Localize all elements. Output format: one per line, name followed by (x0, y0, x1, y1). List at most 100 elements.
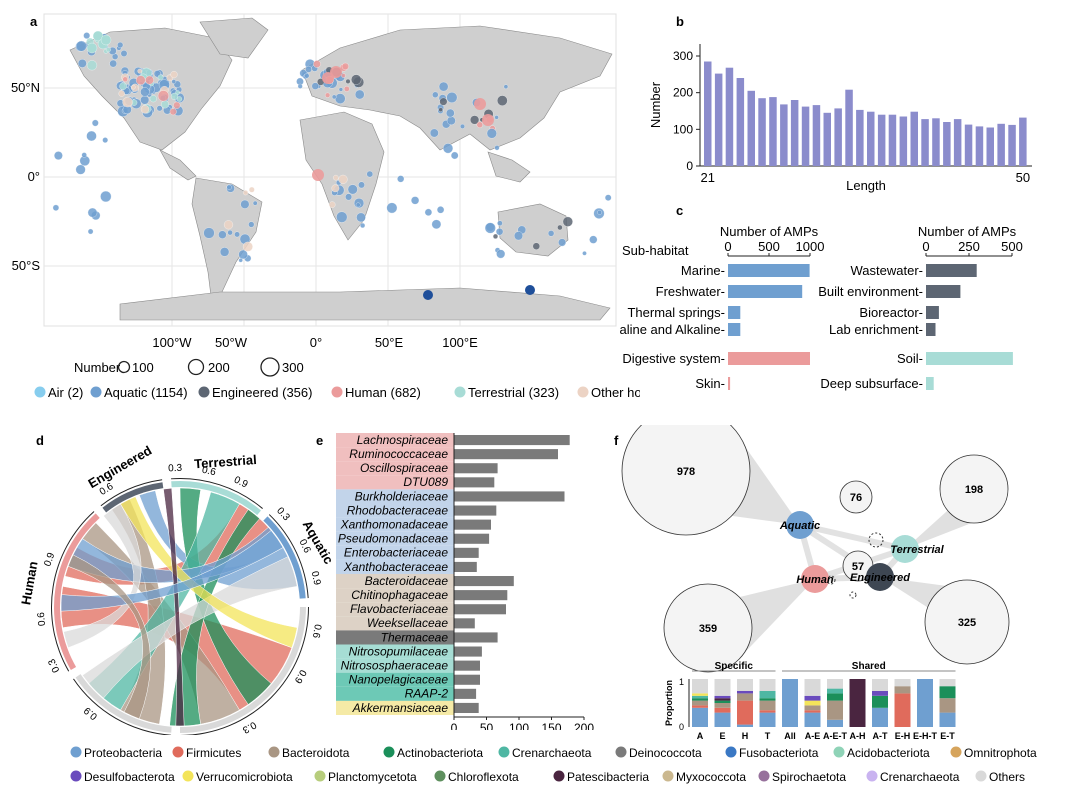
family-label: Nanopelagicaceae (349, 673, 449, 687)
stack-category-label: E-H (895, 731, 911, 741)
stack-segment-desulfobacterota (872, 691, 888, 696)
stack-segment-firmicutes (737, 700, 753, 725)
stack-category-label: All (784, 731, 796, 741)
family-group-band (336, 433, 454, 448)
sample-point (297, 83, 303, 89)
shared-count-label: 57 (852, 561, 864, 573)
phylum-legend-label: Patescibacteria (567, 770, 649, 784)
length-axes: 0 100 200 300 21 50 Length Number (648, 44, 1032, 193)
sample-point (83, 32, 91, 39)
stack-segment-others (872, 679, 888, 691)
phylum-legend-swatch (314, 770, 326, 782)
habitat-legend-swatch (90, 386, 102, 398)
venn-count-label: 359 (699, 623, 717, 635)
phylum-legend-label: Omnitrophota (964, 746, 1037, 760)
habitat-legend-label: Engineered (356) (212, 385, 312, 400)
stack-segment-others (894, 679, 911, 687)
stack-segment-desulfobacterota (737, 691, 753, 694)
sub-habitat-bar (926, 352, 1013, 365)
sample-point (497, 95, 508, 106)
size-legend: Number 100 200 300 (74, 357, 304, 377)
sub-habitat-label: Wastewater- (851, 263, 923, 278)
length-bar (877, 114, 886, 166)
family-bar (454, 449, 558, 460)
family-bar (454, 505, 497, 516)
family-group-band (336, 658, 454, 673)
stack-category-label: E-H-T (913, 731, 937, 741)
phylum-legend-label: Proteobacteria (84, 746, 162, 760)
chord-tick-label: 0.6 (310, 623, 323, 639)
stack-segment-desulfobacterota (804, 695, 821, 701)
sample-point (242, 241, 253, 252)
habitat-legend-label: Human (682) (345, 385, 421, 400)
stack-segment-patescibacteria (714, 698, 731, 701)
phylum-legend-swatch (833, 746, 845, 758)
sub-habitat-label: Marine- (681, 263, 725, 278)
stack-segment-patescibacteria (849, 679, 866, 727)
stack-category-label: A (697, 731, 704, 741)
shared-count-circle (839, 480, 873, 514)
sample-point (157, 90, 169, 102)
family-group-band (336, 630, 454, 645)
stack-segment-proteobacteria (714, 712, 731, 727)
y-tick-label: 0 (686, 159, 693, 173)
sample-point (446, 108, 455, 118)
venn-count-label: 978 (677, 466, 695, 478)
sample-point (131, 84, 136, 90)
sample-point (496, 249, 506, 259)
sample-point (429, 128, 439, 138)
sample-point (313, 60, 321, 68)
family-bar (454, 576, 514, 587)
sample-point (356, 212, 366, 223)
family-group-band (336, 545, 454, 560)
sample-point (338, 87, 344, 92)
family-group-band (336, 602, 454, 617)
stack-segment-firmicutes (804, 710, 821, 713)
phylum-legend-swatch (553, 770, 565, 782)
venn-count-circle (924, 579, 1010, 665)
sample-point (333, 174, 339, 181)
length-bar (801, 106, 810, 166)
family-label: Rhodobacteraceae (347, 503, 449, 517)
sample-point (597, 210, 602, 215)
phylum-legend-swatch (70, 746, 82, 758)
habitat-legend-swatch (331, 386, 343, 398)
sample-point (305, 65, 312, 73)
length-bar (769, 97, 777, 166)
sample-point (446, 116, 456, 126)
chord-sector-arc (102, 482, 164, 513)
sample-point (252, 200, 258, 206)
sample-point (355, 202, 361, 208)
venn-count-circle (663, 583, 753, 673)
sample-point-human (474, 98, 486, 110)
sample-point (460, 123, 465, 129)
shared-group-label: Shared (852, 661, 886, 672)
chord-ribbon (169, 509, 260, 727)
chord-sector-arc (263, 516, 306, 599)
sample-point (140, 87, 150, 97)
habitat-node (866, 563, 894, 591)
greenland-shape (199, 17, 269, 59)
top-axis-tick-label: 500 (1001, 239, 1023, 254)
sample-point (169, 108, 177, 116)
sub-habitat-bar (728, 377, 731, 390)
habitat-legend-swatch (577, 386, 589, 398)
sample-point (171, 79, 177, 84)
family-label: Xanthobacteraceae (343, 560, 448, 574)
sub-habitat-label: Thermal springs- (627, 305, 725, 320)
sample-point (140, 95, 150, 105)
habitat-node-label: Engineered (850, 572, 910, 584)
sample-point (341, 73, 346, 78)
habitat-legend-label: Aquatic (1154) (104, 385, 188, 400)
sample-point (386, 202, 398, 214)
family-bar (454, 547, 479, 558)
phylum-legend-label: Planctomycetota (328, 770, 417, 784)
family-group-band (336, 517, 454, 532)
sample-point (331, 94, 337, 100)
sample-point (304, 73, 310, 79)
sample-point (311, 82, 319, 90)
sample-point (347, 184, 358, 195)
sample-point (492, 233, 499, 239)
family-bar (454, 646, 482, 657)
sample-point (325, 92, 331, 98)
